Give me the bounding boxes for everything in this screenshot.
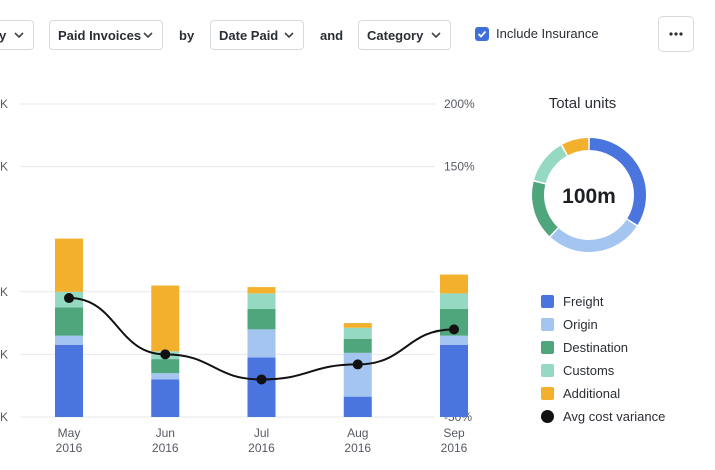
joiner-and: and	[320, 28, 344, 43]
bar-segment-freight[interactable]	[440, 345, 468, 417]
legend-swatch	[541, 364, 554, 377]
right-axis-tick-label: 200%	[444, 97, 475, 111]
legend-label: Avg cost variance	[563, 409, 666, 424]
first-select-value: y	[0, 27, 7, 43]
x-axis-tick-label: 2016	[56, 441, 83, 455]
x-axis-tick-label: Sep	[443, 426, 465, 440]
x-axis-tick-label: 2016	[152, 441, 179, 455]
x-axis-tick-label: 2016	[344, 441, 371, 455]
bar-segment-destination[interactable]	[55, 307, 83, 336]
legend-label: Origin	[563, 317, 598, 332]
x-axis-tick-label: 2016	[248, 441, 275, 455]
bar-segment-destination[interactable]	[247, 309, 276, 330]
legend-item[interactable]: Avg cost variance	[541, 405, 665, 428]
bar-segment-additional[interactable]	[55, 238, 83, 292]
bar-segment-origin[interactable]	[151, 373, 180, 380]
avg-cost-variance-point[interactable]	[449, 324, 459, 335]
date-select-value: Date Paid	[219, 27, 279, 43]
bar-segment-additional[interactable]	[151, 285, 180, 352]
joiner-by: by	[179, 28, 195, 43]
include-insurance-checkbox[interactable]	[475, 26, 489, 41]
left-axis-tick-label: 0K	[0, 97, 8, 111]
x-axis-tick-label: 2016	[441, 441, 468, 455]
checkmark-icon	[477, 30, 487, 38]
donut-segment-origin[interactable]	[550, 219, 637, 252]
bar-segment-freight[interactable]	[247, 357, 276, 417]
first-select[interactable]: y	[0, 20, 34, 50]
toolbar: y Paid Invoices by Date Paid and Categor…	[0, 0, 715, 72]
stacked-bar-chart: -50%0K0%0K50%0K150%0K200%0KMay2016Jun201…	[0, 97, 475, 455]
right-axis-tick-label: 150%	[444, 160, 475, 174]
donut-center-label: 100m	[562, 185, 616, 208]
legend-swatch	[541, 387, 554, 400]
avg-cost-variance-point[interactable]	[160, 349, 171, 360]
legend-label: Customs	[563, 363, 615, 378]
chevron-down-icon	[14, 32, 24, 39]
avg-cost-variance-point[interactable]	[352, 359, 363, 370]
include-insurance-toggle[interactable]: Include Insurance	[475, 26, 599, 41]
legend-item[interactable]: Additional	[541, 382, 665, 405]
bar-segment-origin[interactable]	[247, 329, 276, 358]
x-axis-tick-label: May	[58, 426, 81, 440]
avg-cost-variance-point[interactable]	[64, 293, 74, 304]
legend-label: Freight	[563, 294, 604, 309]
x-axis-tick-label: Jun	[156, 426, 175, 440]
bar-segment-freight[interactable]	[343, 396, 372, 417]
category-select[interactable]: Category	[358, 20, 451, 50]
category-select-value: Category	[367, 27, 424, 43]
legend-item[interactable]: Destination	[541, 336, 665, 359]
legend-item[interactable]: Freight	[541, 290, 665, 313]
donut-segment-destination[interactable]	[532, 181, 558, 236]
bar-segment-destination[interactable]	[151, 359, 180, 374]
legend-label: Additional	[563, 386, 621, 401]
legend-swatch	[541, 295, 554, 308]
left-axis-tick-label: 0K	[0, 285, 8, 299]
chevron-down-icon	[143, 32, 153, 39]
legend-item[interactable]: Customs	[541, 359, 665, 382]
more-options-button[interactable]	[658, 16, 694, 52]
left-axis-tick-label: 0K	[0, 347, 8, 361]
left-axis-tick-label: 0K	[0, 160, 8, 174]
x-axis-tick-label: Jul	[254, 426, 269, 440]
chevron-down-icon	[431, 32, 441, 39]
bar-segment-destination[interactable]	[343, 338, 372, 353]
bar-segment-origin[interactable]	[343, 352, 372, 397]
bar-segment-customs[interactable]	[440, 293, 468, 310]
chart-legend: Freight Origin Destination Customs Additiona…	[541, 290, 665, 428]
bar-segment-additional[interactable]	[343, 323, 372, 328]
chevron-down-icon	[284, 32, 294, 39]
bar-segment-customs[interactable]	[343, 327, 372, 339]
bar-segment-freight[interactable]	[55, 345, 83, 417]
bar-segment-customs[interactable]	[247, 293, 276, 310]
legend-swatch	[541, 410, 554, 423]
donut-title: Total units	[548, 95, 617, 112]
legend-swatch	[541, 318, 554, 331]
metric-select-value: Paid Invoices	[58, 27, 142, 43]
avg-cost-variance-point[interactable]	[256, 374, 267, 385]
bar-segment-origin[interactable]	[55, 335, 83, 346]
x-axis-tick-label: Aug	[347, 426, 368, 440]
bar-segment-additional[interactable]	[247, 287, 276, 294]
total-units-donut: 100m	[532, 138, 646, 252]
donut-segment-additional[interactable]	[562, 138, 589, 156]
bar-segment-freight[interactable]	[151, 379, 180, 417]
donut-segment-freight[interactable]	[589, 138, 646, 225]
legend-label: Destination	[563, 340, 629, 355]
metric-select[interactable]: Paid Invoices	[49, 20, 163, 50]
bar-segment-origin[interactable]	[440, 335, 468, 346]
date-select[interactable]: Date Paid	[210, 20, 304, 50]
legend-swatch	[541, 341, 554, 354]
donut-segment-customs[interactable]	[534, 145, 567, 184]
include-insurance-label: Include Insurance	[496, 26, 599, 41]
left-axis-tick-label: 0K	[0, 410, 8, 424]
legend-item[interactable]: Origin	[541, 313, 665, 336]
ellipsis-icon	[669, 32, 683, 36]
bar-segment-additional[interactable]	[440, 274, 468, 294]
